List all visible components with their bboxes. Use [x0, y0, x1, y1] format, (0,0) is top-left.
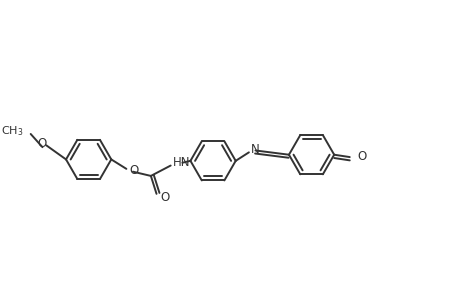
Text: N: N — [251, 143, 259, 156]
Text: O: O — [357, 150, 366, 163]
Text: O: O — [38, 137, 47, 150]
Text: HN: HN — [173, 156, 190, 169]
Text: O: O — [129, 164, 138, 177]
Text: CH$_3$: CH$_3$ — [1, 124, 23, 138]
Text: O: O — [160, 191, 169, 204]
